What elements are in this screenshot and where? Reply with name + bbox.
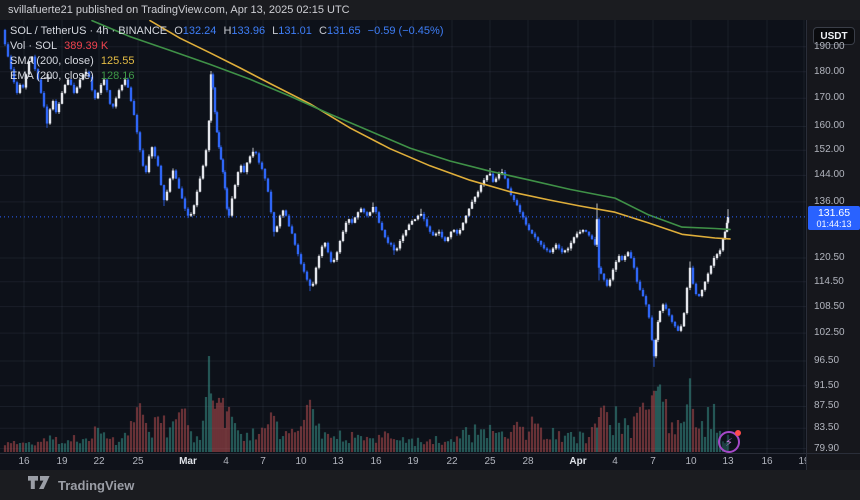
legend-symbol-row: SOL / TetherUS · 4h · BINANCE O132.24 H1… bbox=[10, 24, 444, 38]
time-tick-label: 7 bbox=[650, 456, 656, 467]
notification-dot bbox=[735, 430, 741, 436]
chart-plot-area[interactable]: SOL / TetherUS · 4h · BINANCE O132.24 H1… bbox=[0, 20, 806, 453]
price-tick-label: 96.50 bbox=[814, 355, 840, 367]
time-tick-label: 19 bbox=[407, 456, 419, 467]
volume-label[interactable]: Vol · SOL bbox=[10, 40, 58, 52]
publish-info-bar: svillafuerte21 published on TradingView.… bbox=[0, 0, 860, 20]
time-tick-label: 13 bbox=[332, 456, 344, 467]
bar-countdown: 01:44:13 bbox=[816, 218, 852, 229]
high-label: H bbox=[223, 25, 232, 37]
tradingview-brand-text[interactable]: TradingView bbox=[58, 477, 135, 493]
symbol-title[interactable]: SOL / TetherUS · 4h · BINANCE bbox=[10, 25, 168, 37]
time-tick-label: 10 bbox=[685, 456, 697, 467]
last-price-label: 131.65 01:44:13 bbox=[808, 205, 860, 230]
currency-button[interactable]: USDT bbox=[813, 27, 855, 45]
high-value: 133.96 bbox=[231, 25, 266, 37]
time-tick-label: 16 bbox=[370, 456, 382, 467]
time-tick-label: Apr bbox=[569, 456, 587, 467]
sma-label[interactable]: SMA (200, close) bbox=[10, 55, 94, 67]
price-tick-label: 180.00 bbox=[814, 65, 845, 77]
price-tick-label: 102.50 bbox=[814, 327, 845, 339]
open-label: O bbox=[174, 25, 183, 37]
time-tick-label: 22 bbox=[93, 456, 105, 467]
legend-ema-row: EMA (200, close) 128.16 bbox=[10, 69, 444, 83]
last-price-value: 131.65 bbox=[817, 206, 851, 219]
volume-value: 389.39 K bbox=[64, 40, 109, 52]
chart-legend: SOL / TetherUS · 4h · BINANCE O132.24 H1… bbox=[10, 24, 444, 84]
close-label: C bbox=[318, 25, 327, 37]
axis-corner bbox=[806, 453, 860, 470]
time-tick-label: 16 bbox=[18, 456, 30, 467]
time-axis[interactable]: 16 19 22 25 Mar 4 7 10 13 16 19 22 25 28 Apr 4 7 10 13 16 19 bbox=[0, 453, 806, 470]
low-value: 131.01 bbox=[278, 25, 312, 37]
time-tick-label: 19 bbox=[798, 456, 806, 467]
time-tick-label: 28 bbox=[522, 456, 534, 467]
price-tick-label: 79.90 bbox=[814, 442, 840, 454]
time-tick-label: 25 bbox=[132, 456, 144, 467]
price-tick-label: 136.00 bbox=[814, 195, 845, 207]
low-label: L bbox=[272, 25, 279, 37]
attribution-footer: TradingView bbox=[0, 470, 860, 500]
legend-sma-row: SMA (200, close) 125.55 bbox=[10, 54, 444, 68]
price-tick-label: 170.00 bbox=[814, 92, 845, 104]
close-value: 131.65 bbox=[326, 25, 361, 37]
publish-info-text: svillafuerte21 published on TradingView.… bbox=[8, 4, 350, 16]
price-tick-label: 83.50 bbox=[814, 422, 840, 434]
time-tick-label: 4 bbox=[612, 456, 618, 467]
legend-volume-row: Vol · SOL 389.39 K bbox=[10, 39, 444, 53]
time-tick-label: 4 bbox=[223, 456, 229, 467]
time-tick-label: 7 bbox=[260, 456, 266, 467]
price-tick-label: 190.00 bbox=[814, 40, 845, 52]
tradingview-logo-icon[interactable] bbox=[28, 475, 50, 495]
price-tick-label: 91.50 bbox=[814, 379, 840, 391]
time-tick-label: 25 bbox=[484, 456, 496, 467]
price-chart-canvas[interactable] bbox=[0, 20, 806, 453]
lightning-badge[interactable]: ⚡ bbox=[718, 430, 741, 453]
price-tick-label: 144.00 bbox=[814, 169, 845, 181]
time-tick-label: 22 bbox=[446, 456, 458, 467]
time-tick-label: Mar bbox=[179, 456, 197, 467]
price-axis[interactable]: USDT 131.65 01:44:13 190.00 180.00 170.00 1… bbox=[806, 20, 860, 454]
time-tick-label: 13 bbox=[722, 456, 734, 467]
time-tick-label: 19 bbox=[56, 456, 68, 467]
price-tick-label: 160.00 bbox=[814, 120, 845, 132]
change-value: −0.59 (−0.45%) bbox=[367, 25, 444, 37]
price-tick-label: 152.00 bbox=[814, 144, 845, 156]
price-tick-label: 87.50 bbox=[814, 400, 840, 412]
price-tick-label: 120.50 bbox=[814, 251, 845, 263]
time-tick-label: 10 bbox=[295, 456, 307, 467]
open-value: 132.24 bbox=[182, 25, 217, 37]
ema-label[interactable]: EMA (200, close) bbox=[10, 70, 94, 82]
price-tick-label: 114.50 bbox=[814, 275, 844, 287]
lightning-icon: ⚡ bbox=[725, 437, 733, 449]
time-tick-label: 16 bbox=[761, 456, 773, 467]
sma-value: 125.55 bbox=[100, 55, 135, 67]
ema-value: 128.16 bbox=[100, 70, 135, 82]
price-tick-label: 108.50 bbox=[814, 300, 845, 312]
